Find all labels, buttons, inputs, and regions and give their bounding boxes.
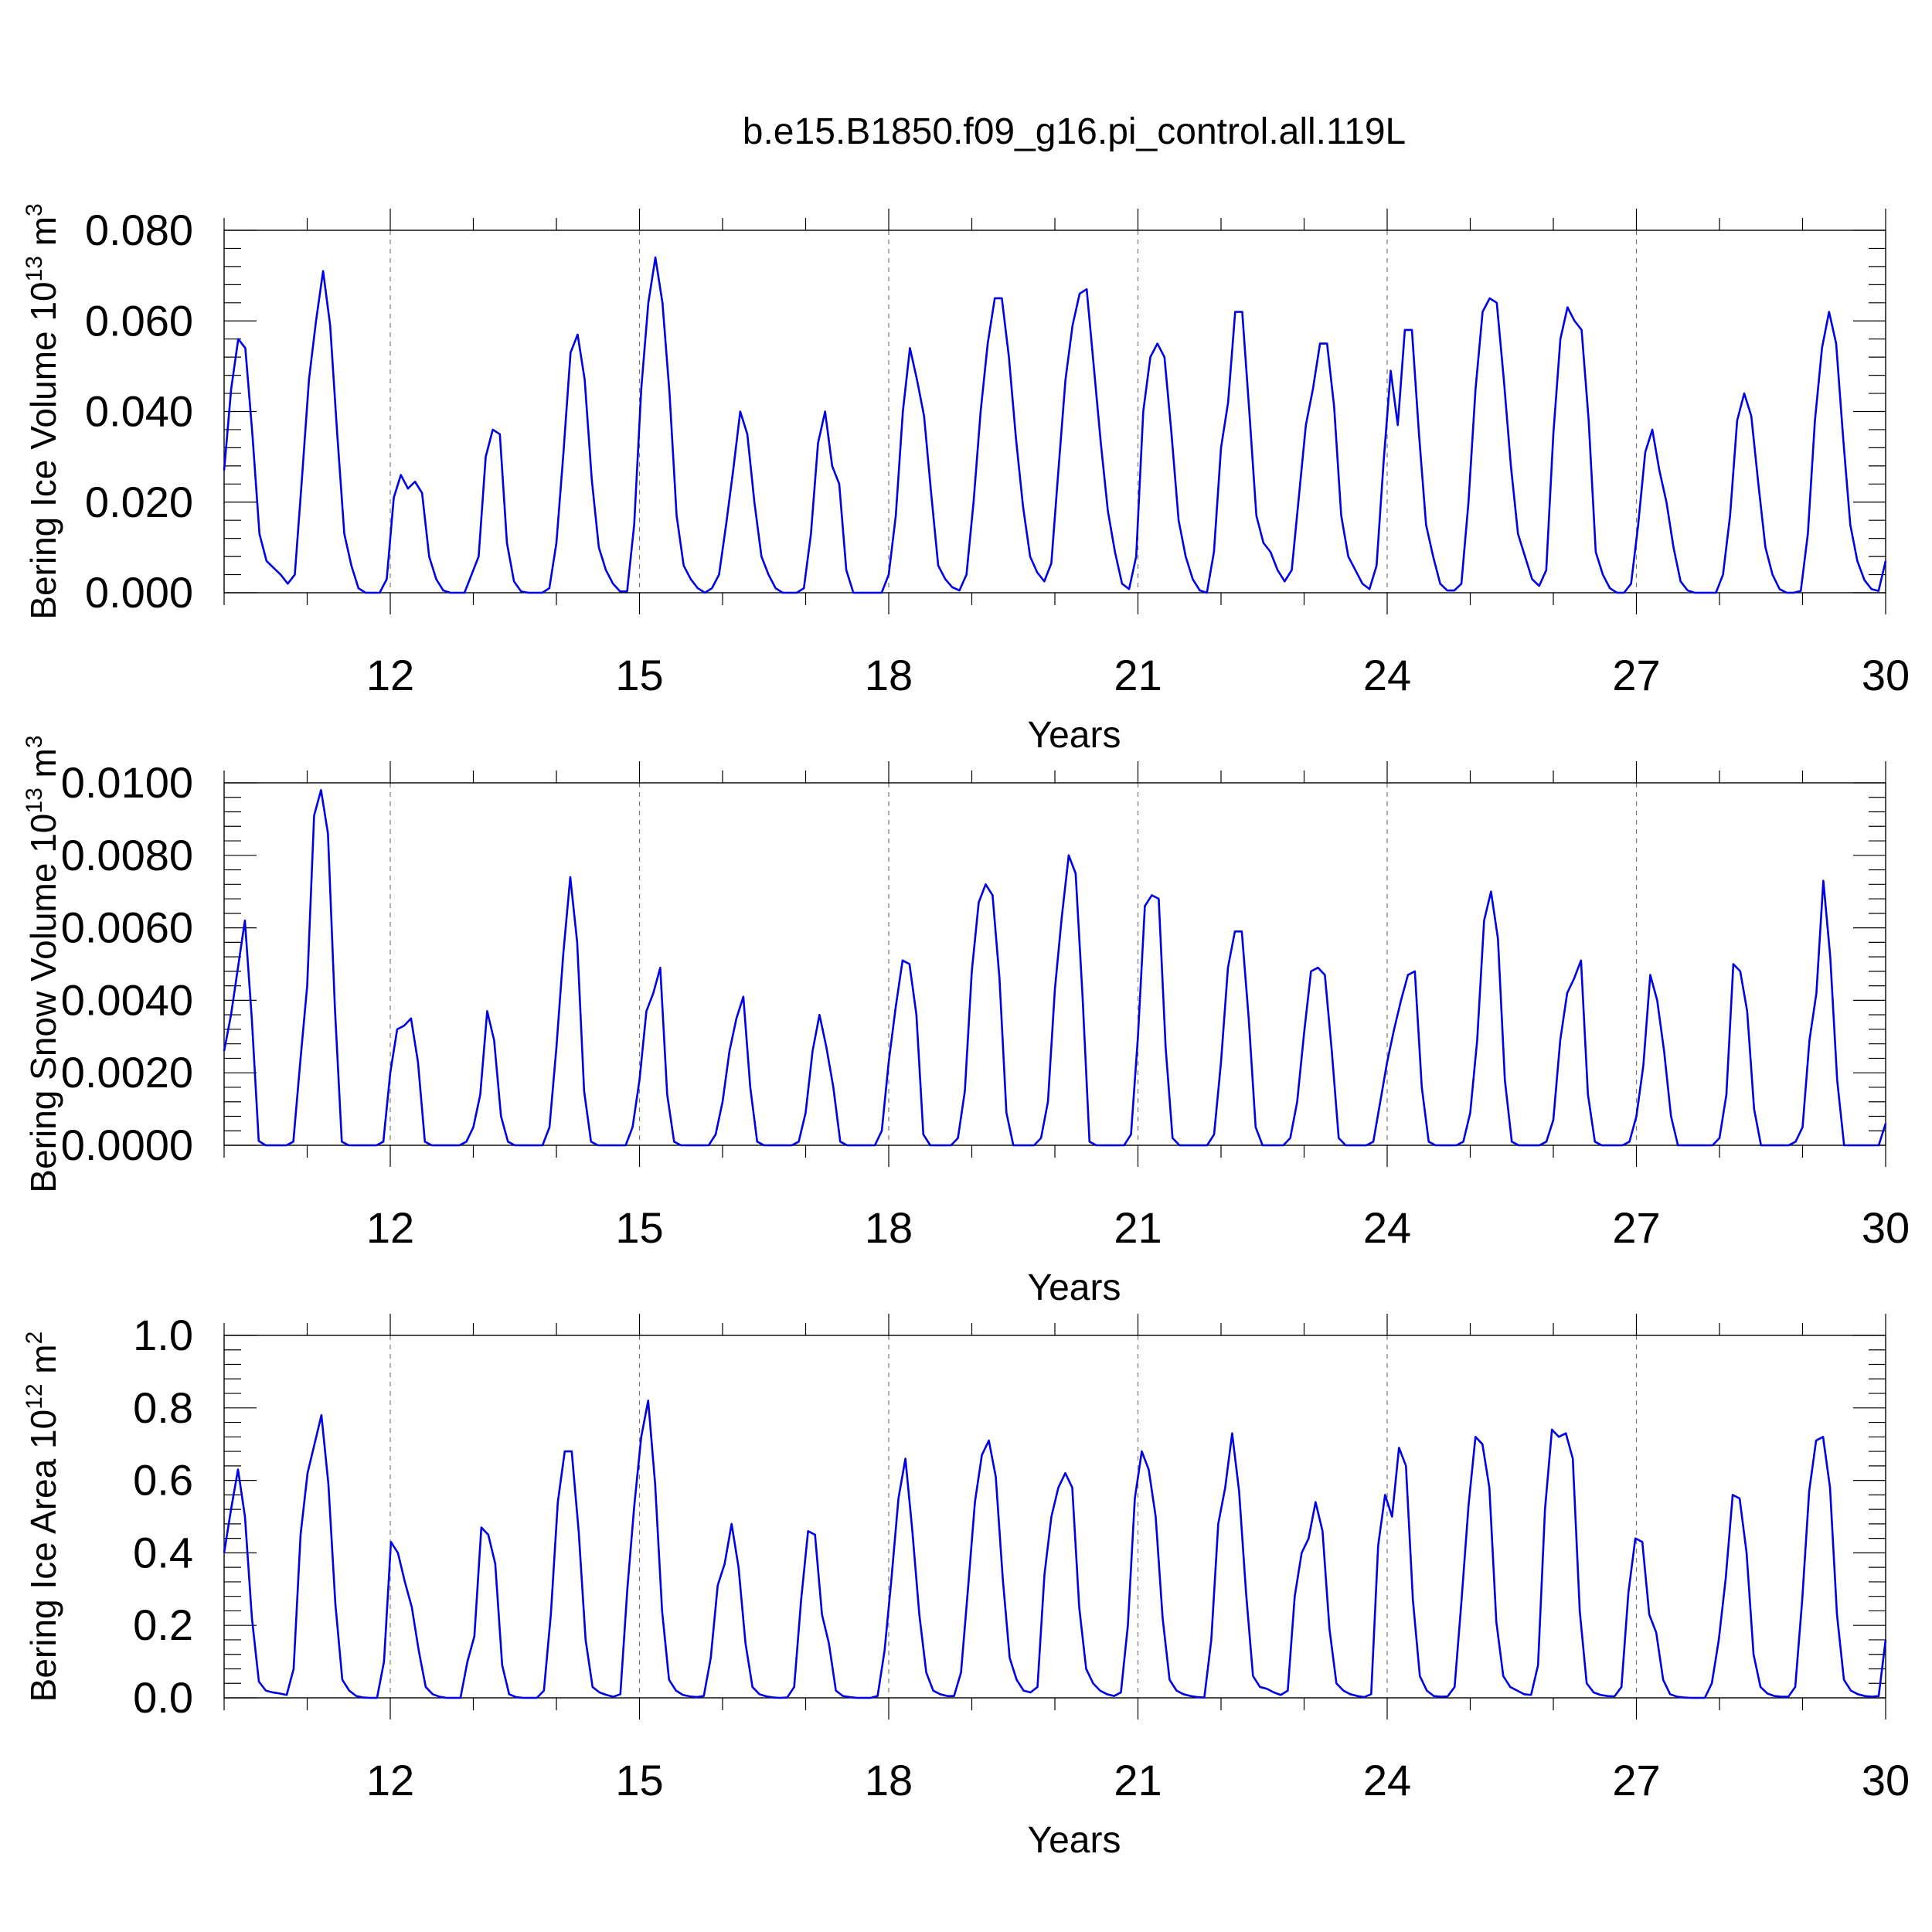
y-tick-label: 0.000	[85, 568, 193, 617]
y-tick-label: 0.0020	[61, 1048, 193, 1097]
y-tick-label: 0.080	[85, 206, 193, 254]
y-axis-label-sup: 13	[22, 256, 47, 281]
y-axis-label-unit-sup: 3	[22, 735, 47, 748]
x-tick-label: 21	[1114, 1203, 1162, 1252]
y-tick-label: 0.0000	[61, 1121, 193, 1169]
x-tick-label: 18	[865, 1756, 913, 1804]
series-line	[223, 789, 1887, 1147]
y-axis-label-main: Bering Ice Area 10	[23, 1410, 63, 1702]
y-axis-label-main: Bering Snow Volume 10	[23, 814, 63, 1193]
y-axis-label-sup: 12	[22, 1383, 47, 1409]
x-tick-label: 30	[1862, 1756, 1910, 1804]
y-tick-label: 0.0100	[61, 758, 193, 807]
y-tick-label: 0.0060	[61, 903, 193, 952]
y-axis-label-main: Bering Ice Volume 10	[23, 281, 63, 619]
x-tick-label: 30	[1862, 1203, 1910, 1252]
chart-title: b.e15.B1850.f09_g16.pi_control.all.119L	[743, 111, 1406, 152]
y-tick-label: 0.2	[133, 1600, 193, 1649]
x-tick-label: 24	[1363, 651, 1411, 699]
x-tick-label: 24	[1363, 1203, 1411, 1252]
x-tick-label: 18	[865, 651, 913, 699]
chart-panels: 0.000 0.020 0.040 0.060 0.080 12 15 18 21 24 27 30 Y…	[22, 203, 1910, 1861]
plot-frame	[223, 782, 1886, 1146]
y-axis-label-unit: m	[23, 1344, 63, 1383]
y-axis-label: Bering Snow Volume 1013 m3	[22, 735, 63, 1192]
x-tick-label: 27	[1612, 1203, 1660, 1252]
x-tick-label: 12	[366, 1203, 414, 1252]
plot-frame	[223, 230, 1886, 594]
x-tick-label: 27	[1612, 651, 1660, 699]
y-tick-label: 0.0080	[61, 831, 193, 879]
series-line	[223, 256, 1887, 594]
x-tick-label: 12	[366, 651, 414, 699]
x-axis-label: Years	[1028, 1267, 1121, 1308]
y-tick-label: 1.0	[133, 1311, 193, 1359]
x-tick-label: 12	[366, 1756, 414, 1804]
y-tick-label: 0.8	[133, 1383, 193, 1432]
y-axis-label: Bering Ice Volume 1013 m3	[22, 203, 63, 619]
x-axis-label: Years	[1028, 715, 1121, 756]
y-tick-label: 0.6	[133, 1456, 193, 1505]
panel-3: 0.0 0.2 0.4 0.6 0.8 1.0 12 15 18 21 24 27 30 Years Ber…	[22, 1311, 1910, 1861]
y-axis-label-unit-sup: 2	[22, 1332, 47, 1345]
plot-frame	[223, 1335, 1886, 1699]
x-tick-label: 21	[1114, 651, 1162, 699]
x-tick-label: 27	[1612, 1756, 1660, 1804]
y-tick-label: 0.060	[85, 296, 193, 345]
x-tick-label: 18	[865, 1203, 913, 1252]
y-tick-label: 0.020	[85, 478, 193, 526]
y-tick-label: 0.0	[133, 1673, 193, 1722]
x-axis-label: Years	[1028, 1820, 1121, 1861]
x-tick-label: 15	[615, 651, 663, 699]
panel-1: 0.000 0.020 0.040 0.060 0.080 12 15 18 21 24 27 30 Y…	[22, 203, 1910, 756]
x-tick-label: 15	[615, 1756, 663, 1804]
x-tick-label: 24	[1363, 1756, 1411, 1804]
series-line	[223, 1400, 1887, 1699]
x-tick-label: 21	[1114, 1756, 1162, 1804]
y-tick-label: 0.040	[85, 387, 193, 436]
y-axis-label-sup: 13	[22, 787, 47, 813]
y-axis-label-unit: m	[23, 748, 63, 787]
panel-2: 0.0000 0.0020 0.0040 0.0060 0.0080 0.0100 12 15…	[22, 735, 1910, 1308]
x-tick-label: 15	[615, 1203, 663, 1252]
y-axis-label-unit: m	[23, 216, 63, 256]
x-tick-label: 30	[1862, 651, 1910, 699]
y-axis-label-unit-sup: 3	[22, 203, 47, 216]
y-tick-label: 0.0040	[61, 975, 193, 1024]
y-tick-label: 0.4	[133, 1528, 193, 1577]
y-axis-label: Bering Ice Area 1012 m2	[22, 1332, 63, 1702]
